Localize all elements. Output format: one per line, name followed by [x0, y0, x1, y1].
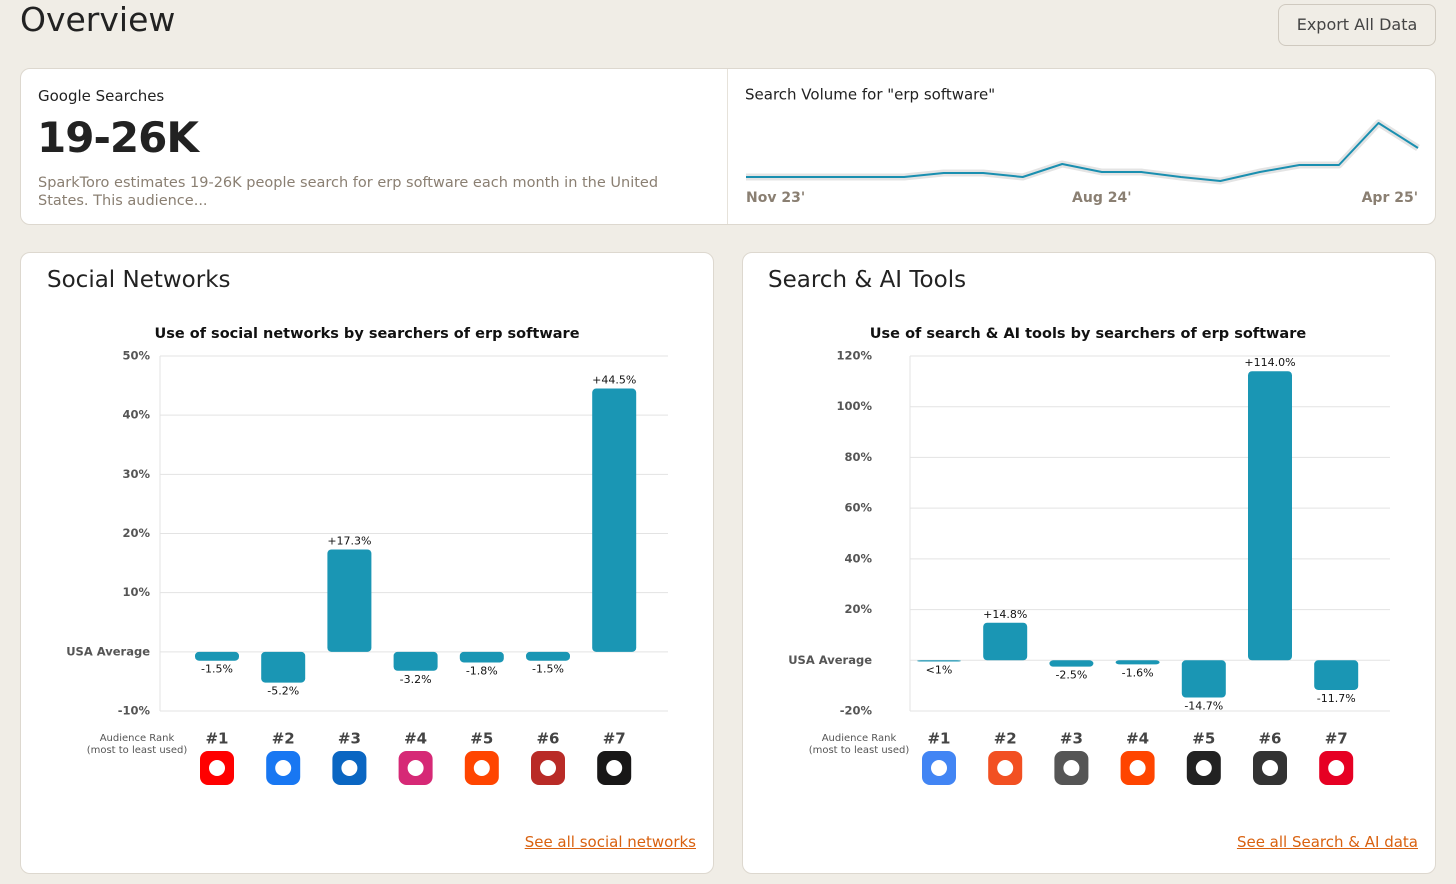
summary-card: Google Searches 19-26K SparkToro estimat…: [20, 68, 1436, 225]
export-button[interactable]: Export All Data: [1278, 4, 1436, 46]
searches-label: Google Searches: [38, 87, 165, 105]
panel-title: Search & AI Tools: [768, 267, 967, 293]
search-card: Search & AI Tools See all Search & AI da…: [742, 252, 1436, 874]
searches-description: SparkToro estimates 19-26K people search…: [38, 175, 659, 209]
see-all-link[interactable]: See all Search & AI data: [1236, 833, 1418, 851]
panel-title: Social Networks: [47, 267, 231, 293]
page-title: Overview: [20, 0, 176, 39]
see-all-link[interactable]: See all social networks: [524, 833, 696, 851]
social-card: Social Networks See all social networks: [20, 252, 714, 874]
searches-value: 19-26K: [37, 113, 199, 162]
divider: [727, 69, 728, 224]
